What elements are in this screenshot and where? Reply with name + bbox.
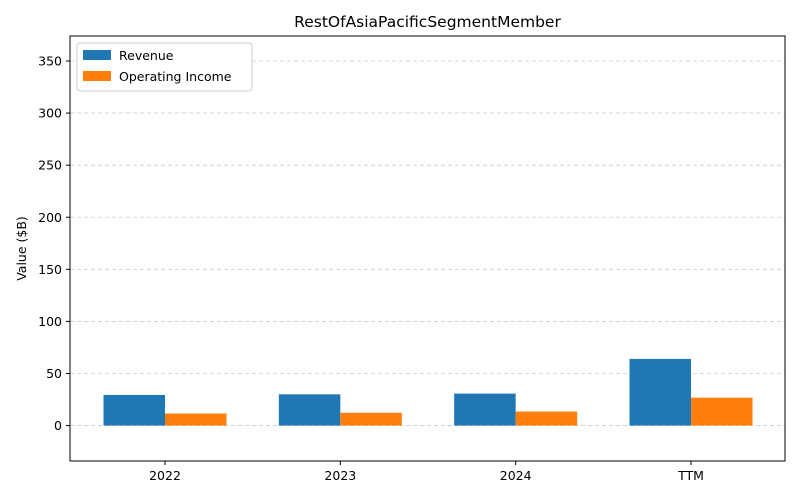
y-tick-label: 300 xyxy=(38,106,62,121)
x-tick-label: 2023 xyxy=(324,468,356,483)
bars xyxy=(103,358,753,426)
x-tick-label: 2024 xyxy=(500,468,532,483)
bar-operating-income-2024 xyxy=(515,411,578,426)
y-tick-label: 0 xyxy=(54,418,62,433)
legend-label: Operating Income xyxy=(119,69,232,84)
legend: Revenue Operating Income xyxy=(76,42,253,92)
bar-operating-income-ttm xyxy=(691,397,753,426)
legend-items: Revenue Operating Income xyxy=(83,48,232,84)
y-tick-label: 350 xyxy=(38,54,62,69)
bar-operating-income-2022 xyxy=(165,413,227,426)
legend-frame xyxy=(76,42,253,92)
legend-label: Revenue xyxy=(119,48,174,63)
y-tick-label: 100 xyxy=(38,314,62,329)
legend-swatch xyxy=(83,50,111,60)
y-axis-ticks: 0 50 100 150 200 250 300 350 xyxy=(38,54,70,433)
y-tick-label: 50 xyxy=(46,366,62,381)
bar-revenue-2023 xyxy=(278,394,341,426)
x-tick-label: TTM xyxy=(677,468,704,483)
bar-revenue-2024 xyxy=(454,393,516,426)
bar-revenue-2022 xyxy=(103,394,165,426)
y-axis-label: Value ($B) xyxy=(14,216,29,281)
chart-title: RestOfAsiaPacificSegmentMember xyxy=(294,13,561,31)
legend-swatch xyxy=(83,71,111,81)
gridlines xyxy=(70,60,785,426)
y-tick-label: 250 xyxy=(38,158,62,173)
bar-revenue-ttm xyxy=(629,358,691,426)
y-tick-label: 150 xyxy=(38,262,62,277)
x-axis-ticks: 2022 2023 2024 TTM xyxy=(149,461,704,483)
y-tick-label: 200 xyxy=(38,210,62,225)
plot-frame xyxy=(69,35,786,462)
bar-operating-income-2023 xyxy=(340,412,402,426)
x-tick-label: 2022 xyxy=(149,468,181,483)
